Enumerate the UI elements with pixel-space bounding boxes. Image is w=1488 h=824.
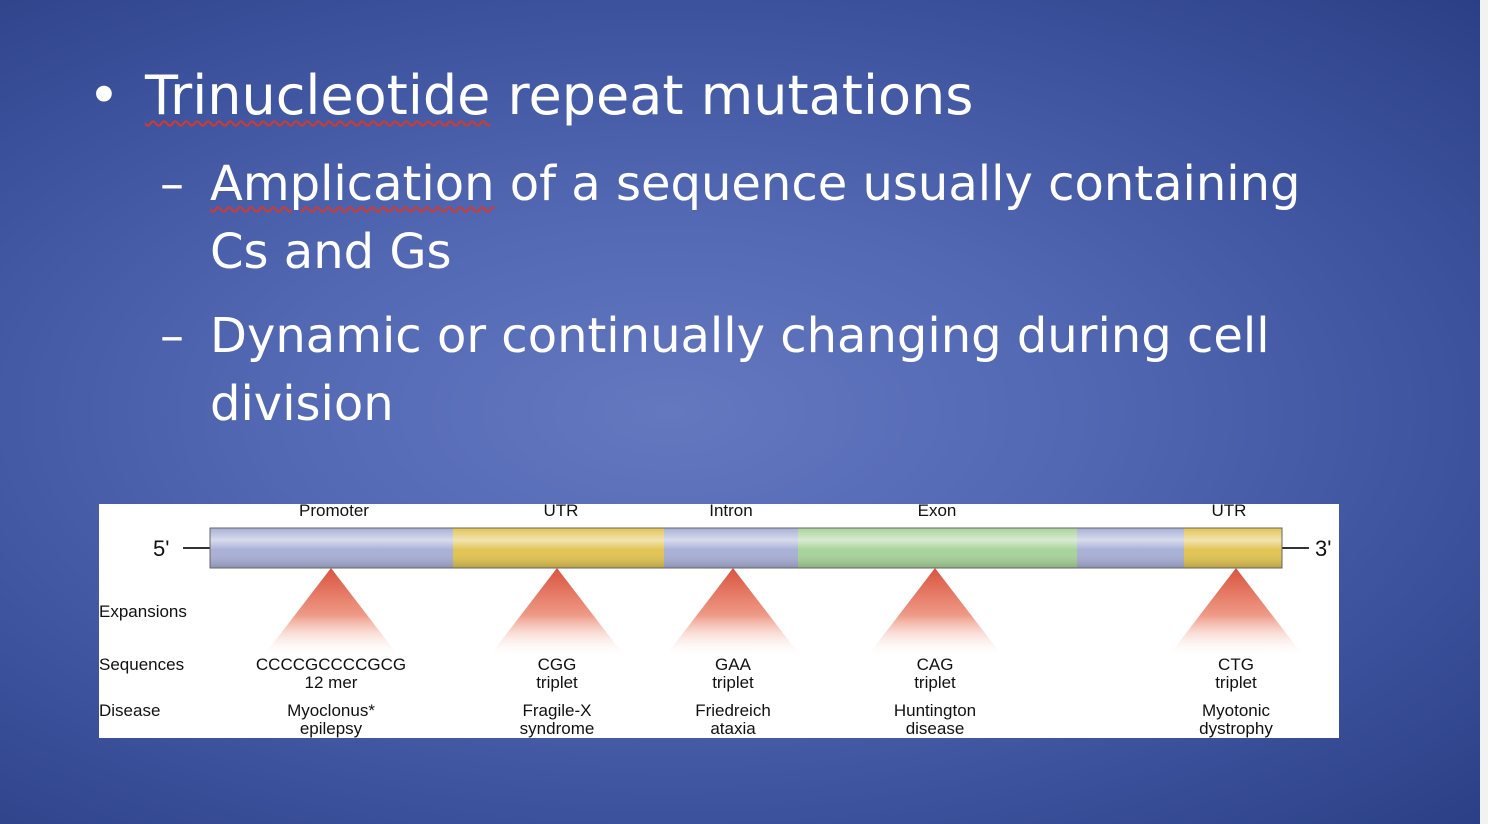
expansion-disease-line2-3: disease [906, 719, 965, 738]
expansion-disease-0: Myoclonus* [287, 701, 375, 720]
region-label-5: UTR [1212, 504, 1247, 520]
title-keyword: Trinucleotide [145, 64, 491, 127]
repeat-expansion-diagram: Promoter UTR Intron Exon UTR 5' 3' Expansion… [99, 504, 1339, 738]
gene-bar-outline [209, 527, 1283, 569]
expansion-disease-line2-4: dystrophy [1199, 719, 1273, 738]
three-prime-label: 3' [1315, 536, 1331, 561]
expansion-triangle-3 [869, 568, 1001, 654]
expansion-triangle-1 [491, 568, 623, 654]
expansion-sequence-type-2: triplet [712, 673, 754, 692]
expansion-disease-4: Myotonic [1202, 701, 1271, 720]
sub-bullet-dash-1: – [160, 156, 184, 212]
expansion-disease-line2-0: epilepsy [300, 719, 363, 738]
sub1-keyword: Amplication [210, 156, 495, 212]
expansion-sequence-4: CTG [1218, 655, 1254, 674]
sub-bullet-dash-2: – [160, 308, 184, 364]
region-label-2: Intron [709, 504, 752, 520]
expansion-disease-1: Fragile-X [523, 701, 592, 720]
region-label-0: Promoter [299, 504, 369, 520]
region-label-1: UTR [544, 504, 579, 520]
expansion-triangle-4 [1170, 568, 1302, 654]
title-rest: repeat mutations [490, 64, 974, 127]
expansion-sequence-type-0: 12 mer [305, 673, 358, 692]
expansion-sequence-2: GAA [715, 655, 752, 674]
expansion-disease-2: Friedreich [695, 701, 771, 720]
five-prime-label: 5' [153, 536, 169, 561]
expansion-disease-3: Huntington [894, 701, 976, 720]
slide-edge [1480, 0, 1488, 824]
expansion-triangle-0 [265, 568, 397, 654]
row-label-sequences: Sequences [99, 655, 184, 674]
expansion-sequence-0: CCCCGCCCCGCG [256, 655, 406, 674]
row-label-expansions: Expansions [99, 602, 187, 621]
expansion-sequence-type-4: triplet [1215, 673, 1257, 692]
bullet-title: Trinucleotide repeat mutations [145, 66, 973, 126]
expansion-sequence-3: CAG [917, 655, 954, 674]
bullet-marker: • [88, 64, 120, 127]
expansion-disease-line2-1: syndrome [520, 719, 595, 738]
expansion-sequence-type-3: triplet [914, 673, 956, 692]
sub-bullet-1: Amplication of a sequence usually contai… [210, 150, 1360, 286]
expansion-triangle-2 [667, 568, 799, 654]
row-label-disease: Disease [99, 701, 160, 720]
expansion-sequence-type-1: triplet [536, 673, 578, 692]
expansion-sequence-1: CGG [538, 655, 577, 674]
diagram-canvas: Promoter UTR Intron Exon UTR 5' 3' Expansion… [99, 504, 1331, 738]
sub1-rest: of a sequence usually containing Cs and … [210, 156, 1301, 280]
sub-bullet-2: Dynamic or continually changing during c… [210, 308, 1270, 432]
expansion-disease-line2-2: ataxia [710, 719, 756, 738]
gene-bar-shading [210, 528, 1282, 568]
region-label-3: Exon [918, 504, 957, 520]
